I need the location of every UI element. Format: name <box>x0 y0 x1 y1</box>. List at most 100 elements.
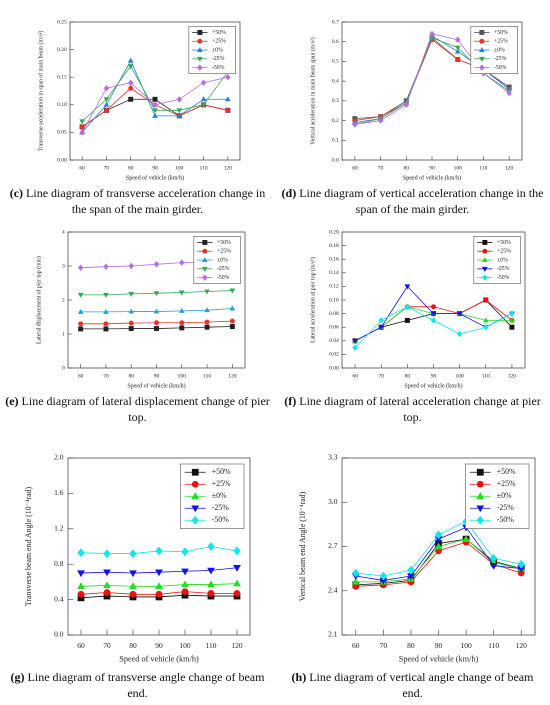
marker <box>352 568 360 578</box>
marker <box>407 573 415 581</box>
marker <box>454 48 461 54</box>
marker <box>128 326 134 332</box>
marker <box>403 101 410 109</box>
marker <box>129 582 137 590</box>
marker <box>476 505 485 513</box>
marker <box>509 310 515 317</box>
marker <box>476 468 484 476</box>
marker <box>207 580 215 588</box>
marker <box>455 56 461 62</box>
y-tick-label: 0.25 <box>57 19 67 25</box>
caption: (h) Line diagram of vertical angle chang… <box>280 669 545 701</box>
marker <box>489 553 498 563</box>
marker <box>178 290 185 296</box>
x-tick-label: 90 <box>431 374 437 380</box>
y-tick-label: 2 <box>62 297 65 303</box>
marker <box>233 546 241 556</box>
marker <box>202 239 208 245</box>
x-tick-label: 80 <box>128 166 134 172</box>
marker <box>77 308 84 314</box>
marker <box>204 319 210 325</box>
marker <box>225 73 231 81</box>
marker <box>103 308 109 314</box>
y-tick-label: 0.20 <box>329 229 339 235</box>
marker <box>378 317 384 324</box>
marker <box>128 85 134 91</box>
marker <box>482 274 488 281</box>
x-tick-label: 120 <box>505 166 514 172</box>
marker <box>462 535 470 542</box>
marker <box>191 515 199 525</box>
x-tick-label: 70 <box>103 641 111 650</box>
marker <box>152 108 158 114</box>
y-tick-label: 0.00 <box>57 157 67 163</box>
marker <box>207 542 215 551</box>
y-tick-label: 0.2 <box>332 118 339 124</box>
marker <box>404 303 411 311</box>
y-axis-label: Transverse acceleration in span of main … <box>38 31 45 152</box>
marker <box>229 288 236 294</box>
x-tick-label: 80 <box>129 641 137 650</box>
x-tick-label: 70 <box>380 641 388 650</box>
marker <box>78 321 84 327</box>
y-tick-label: 0 <box>62 365 65 371</box>
marker <box>197 56 203 62</box>
marker <box>483 323 489 331</box>
caption-text: Line diagram of vertical acceleration ch… <box>299 185 544 216</box>
y-axis-label: Vertical beam end Angle (10⁻⁴rad) <box>298 491 307 601</box>
x-axis-label: Speed of vehicle (km/h) <box>127 383 185 390</box>
y-tick-label: 0.0 <box>332 157 339 163</box>
legend-label: +50% <box>212 30 226 36</box>
marker <box>200 96 207 102</box>
marker <box>179 320 185 326</box>
marker <box>77 582 85 590</box>
x-tick-label: 120 <box>228 374 237 380</box>
y-tick-label: 3.3 <box>328 453 338 462</box>
marker <box>79 129 85 136</box>
marker <box>225 96 231 102</box>
y-tick-label: 0.6 <box>332 39 339 45</box>
marker <box>434 530 443 540</box>
caption-text: Line diagram of vertical angle change of… <box>309 669 534 700</box>
marker <box>509 324 515 330</box>
x-tick-label: 70 <box>104 166 110 172</box>
legend-label: ±0% <box>497 491 512 500</box>
caption-text: Line diagram of transverse acceleration … <box>26 185 266 216</box>
x-axis-label: Speed of vehicle (km/h) <box>399 655 479 664</box>
marker <box>377 117 384 124</box>
marker <box>77 594 85 602</box>
legend-label: -25% <box>497 503 514 512</box>
caption-label: (h) <box>291 669 307 684</box>
y-tick-label: 2.1 <box>328 630 338 639</box>
marker <box>404 284 411 290</box>
marker <box>506 89 512 97</box>
marker <box>129 590 137 598</box>
y-tick-label: 0.06 <box>329 324 339 330</box>
y-tick-label: 0.4 <box>54 594 64 603</box>
marker <box>435 547 442 555</box>
marker <box>103 263 109 270</box>
marker <box>430 311 437 317</box>
marker <box>103 549 111 558</box>
caption-label: (g) <box>10 669 25 684</box>
marker <box>454 36 461 43</box>
marker <box>197 64 203 71</box>
marker <box>103 97 110 103</box>
marker <box>191 505 200 513</box>
x-tick-label: 60 <box>352 374 358 380</box>
marker <box>482 248 488 254</box>
x-tick-label: 110 <box>200 166 208 172</box>
x-tick-label: 120 <box>231 641 243 650</box>
x-tick-label: 80 <box>407 641 415 650</box>
y-tick-label: 1 <box>62 331 65 337</box>
legend-label: -50% <box>494 65 507 71</box>
legend-label: -50% <box>212 515 229 524</box>
marker <box>233 579 241 587</box>
x-tick-label: 90 <box>154 374 160 380</box>
marker <box>129 549 137 558</box>
marker <box>127 64 134 70</box>
legend-label: ±0% <box>212 491 227 500</box>
y-tick-label: 0.10 <box>329 297 339 303</box>
marker <box>479 64 485 71</box>
marker <box>489 562 498 570</box>
